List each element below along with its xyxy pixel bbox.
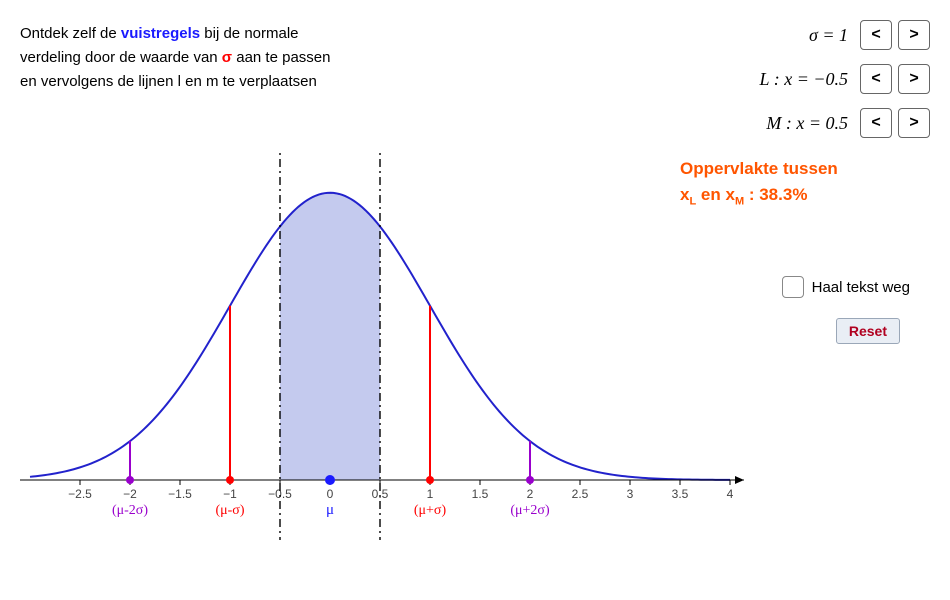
x-tick-label: 3.5 xyxy=(672,487,689,501)
sigma-word: σ xyxy=(222,49,232,66)
x-tick-label: 0 xyxy=(327,487,334,501)
rule-word: vuistregels xyxy=(121,25,200,42)
sigma-control-row: σ = 1 < > xyxy=(680,20,930,50)
x-tick-label: 1 xyxy=(427,487,434,501)
l-increase-button[interactable]: > xyxy=(898,64,930,94)
mu-point xyxy=(325,475,335,485)
x-tick-label: 4 xyxy=(727,487,734,501)
mu-label: μ xyxy=(326,502,334,518)
x-tick-label: −2.5 xyxy=(68,487,92,501)
l-control-row: L : x = −0.5 < > xyxy=(680,64,930,94)
m-control-row: M : x = 0.5 < > xyxy=(680,108,930,138)
sigma-label: (μ-σ) xyxy=(215,503,244,518)
x-tick-label: −2 xyxy=(123,487,137,501)
x-tick-label: −1 xyxy=(223,487,237,501)
m-decrease-button[interactable]: < xyxy=(860,108,892,138)
sigma-decrease-button[interactable]: < xyxy=(860,20,892,50)
instruction-text: Ontdek zelf de vuistregels bij de normal… xyxy=(20,22,340,94)
m-increase-button[interactable]: > xyxy=(898,108,930,138)
l-label: L : x = −0.5 xyxy=(760,69,848,90)
hide-text-row: Haal tekst weg xyxy=(782,276,910,298)
reset-button[interactable]: Reset xyxy=(836,318,900,344)
sigma-label: (μ-2σ) xyxy=(112,503,148,518)
sigma-increase-button[interactable]: > xyxy=(898,20,930,50)
shaded-area xyxy=(280,193,380,480)
x-tick-label: 2.5 xyxy=(572,487,589,501)
sigma-point xyxy=(526,476,534,484)
instruction-pre: Ontdek zelf de xyxy=(20,25,121,42)
sigma-point xyxy=(126,476,134,484)
l-decrease-button[interactable]: < xyxy=(860,64,892,94)
x-tick-label: 3 xyxy=(627,487,634,501)
x-tick-label: 2 xyxy=(527,487,534,501)
hide-text-label: Haal tekst weg xyxy=(812,279,910,296)
sigma-label: (μ+2σ) xyxy=(510,503,550,518)
normal-distribution-chart: −2.5−2−1.5−1−0.500.511.522.533.54μ(μ-σ)(… xyxy=(0,150,760,590)
x-tick-label: −1.5 xyxy=(168,487,192,501)
m-label: M : x = 0.5 xyxy=(766,113,848,134)
hide-text-checkbox[interactable] xyxy=(782,276,804,298)
x-axis-arrow-icon xyxy=(735,476,744,484)
sigma-point xyxy=(226,476,234,484)
x-tick-label: 1.5 xyxy=(472,487,489,501)
sigma-label: (μ+σ) xyxy=(414,503,447,518)
sigma-point xyxy=(426,476,434,484)
sigma-label: σ = 1 xyxy=(809,25,848,46)
